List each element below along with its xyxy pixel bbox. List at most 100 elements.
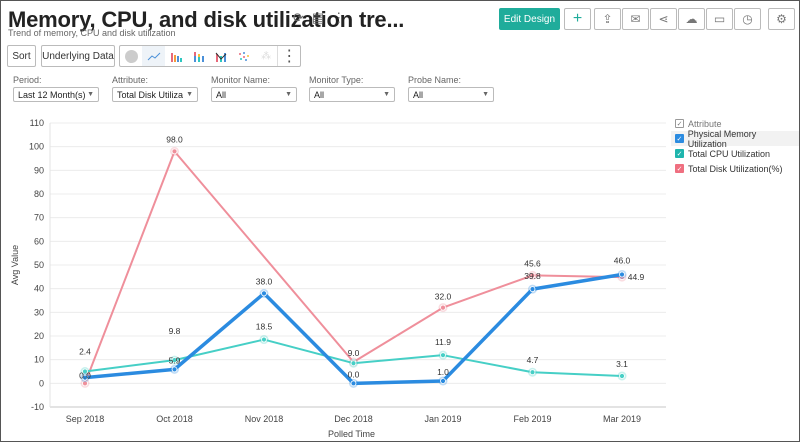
y-tick-label: 90 (34, 165, 44, 175)
bar-chart-button[interactable] (165, 46, 187, 66)
email-icon: ✉ (630, 12, 641, 26)
gear-icon: ⚙ (776, 12, 787, 26)
y-tick-label: -10 (31, 402, 44, 412)
legend-label: Total CPU Utilization (688, 148, 771, 159)
period-label: Period: (13, 75, 42, 85)
data-label: 2.4 (79, 347, 91, 357)
schedule-button[interactable]: ◷ (734, 8, 761, 30)
combo-chart-button[interactable] (210, 46, 232, 66)
attribute-value: Total Disk Utiliza (117, 89, 184, 100)
data-point (261, 290, 267, 297)
data-point (171, 357, 178, 364)
add-icon: + (572, 10, 583, 27)
data-label: 9.0 (348, 348, 360, 358)
pie-chart-button[interactable] (120, 46, 142, 66)
period-value: Last 12 Month(s) (18, 89, 86, 100)
y-tick-label: 110 (30, 118, 44, 128)
monitor-name-label: Monitor Name: (211, 75, 271, 85)
data-point (529, 369, 536, 376)
x-tick-label: Oct 2018 (156, 414, 193, 424)
edit-design-button[interactable]: Edit Design (499, 8, 560, 30)
legend-header[interactable]: ✓ Attribute (671, 116, 799, 131)
data-point (82, 368, 88, 375)
y-tick-label: 80 (34, 189, 44, 199)
chevron-down-icon: ▼ (285, 91, 292, 98)
line-chart-button[interactable] (142, 46, 165, 66)
checkbox-icon: ✓ (675, 164, 684, 173)
data-label: 3.1 (616, 359, 628, 369)
legend-label: Total Disk Utilization(%) (688, 163, 783, 174)
monitor-name-select[interactable]: All ▼ (211, 87, 297, 102)
data-label: 32.0 (435, 292, 452, 302)
underlying-data-button[interactable]: Underlying Data (41, 45, 115, 67)
chart-more-button[interactable]: ⋮ (277, 46, 300, 66)
chevron-down-icon: ▼ (383, 91, 390, 98)
sort-button[interactable]: Sort (7, 45, 36, 67)
chevron-down-icon: ▼ (186, 91, 193, 98)
comment-icon: ▭ (713, 12, 726, 26)
period-select[interactable]: Last 12 Month(s) ▼ (13, 87, 99, 102)
share-button[interactable]: ⋖ (650, 8, 677, 30)
more-options-icon: ⋮ (281, 48, 298, 65)
probe-name-select[interactable]: All ▼ (408, 87, 494, 102)
map-chart-button[interactable]: ⁂ (255, 46, 277, 66)
data-label: 98.0 (166, 134, 183, 144)
data-point (261, 336, 267, 343)
x-tick-label: Sep 2018 (66, 414, 105, 424)
data-point (82, 374, 88, 381)
y-tick-label: 40 (34, 284, 44, 294)
more-options-icon[interactable]: ⋮ (332, 10, 346, 25)
attribute-select[interactable]: Total Disk Utiliza ▼ (112, 87, 198, 102)
stacked-bar-icon (193, 51, 204, 62)
stacked-bar-button[interactable] (187, 46, 209, 66)
x-tick-label: Feb 2019 (513, 414, 551, 424)
monitor-type-select[interactable]: All ▼ (309, 87, 395, 102)
checkbox-icon: ✓ (675, 119, 684, 128)
x-tick-label: Mar 2019 (603, 414, 641, 424)
share-icon: ⋖ (658, 12, 669, 26)
chart-legend: ✓ Attribute ✓ Physical Memory Utilizatio… (671, 116, 799, 176)
y-tick-label: 30 (34, 307, 44, 317)
data-label: 0.0 (348, 369, 360, 379)
data-point (350, 360, 357, 367)
legend-item-cpu[interactable]: ✓ Total CPU Utilization (671, 146, 799, 161)
x-tick-label: Jan 2019 (424, 414, 461, 424)
data-point (440, 352, 446, 359)
legend-item-memory[interactable]: ✓ Physical Memory Utilization (671, 129, 799, 149)
data-label: 44.9 (628, 272, 645, 282)
email-button[interactable]: ✉ (622, 8, 649, 30)
comment-button[interactable]: ▭ (706, 8, 733, 30)
settings-button[interactable]: ⚙ (768, 8, 795, 30)
line-chart-icon (147, 52, 161, 61)
series-line (84, 150, 623, 384)
y-tick-label: 70 (34, 213, 44, 223)
report-subtitle: Trend of memory, CPU and disk utilizatio… (8, 28, 176, 38)
scatter-chart-button[interactable] (232, 46, 254, 66)
refresh-icon[interactable]: ⟳ (293, 10, 304, 25)
data-point (619, 373, 625, 379)
monitor-type-label: Monitor Type: (309, 75, 364, 85)
save-icon[interactable]: ▤ (311, 10, 325, 25)
scatter-icon (238, 51, 249, 61)
line-chart: -10 0 10 20 30 40 50 60 70 80 90 100 110 Sep 2018 Oct … (10, 118, 666, 439)
alarm-clock-icon: ◷ (742, 12, 753, 26)
publish-button[interactable]: ☁ (678, 8, 705, 30)
y-tick-label: 10 (34, 355, 44, 365)
export-button[interactable]: ⇪ (594, 8, 621, 30)
y-tick-label: 60 (34, 236, 44, 246)
data-label: 11.9 (435, 337, 451, 347)
data-label: 4.7 (527, 355, 539, 365)
map-icon: ⁂ (261, 50, 272, 62)
checkbox-icon: ✓ (675, 134, 684, 143)
data-point (350, 380, 357, 387)
probe-name-label: Probe Name: (408, 75, 462, 85)
monitor-name-value: All (216, 89, 227, 100)
add-button[interactable]: + (564, 8, 591, 30)
y-axis-label: Avg Value (10, 245, 20, 285)
y-tick-label: 100 (29, 142, 44, 152)
data-point (82, 380, 88, 387)
legend-item-disk[interactable]: ✓ Total Disk Utilization(%) (671, 161, 799, 176)
data-point (529, 286, 536, 293)
data-label: 5.9 (169, 355, 181, 365)
y-tick-label: 20 (34, 331, 44, 341)
